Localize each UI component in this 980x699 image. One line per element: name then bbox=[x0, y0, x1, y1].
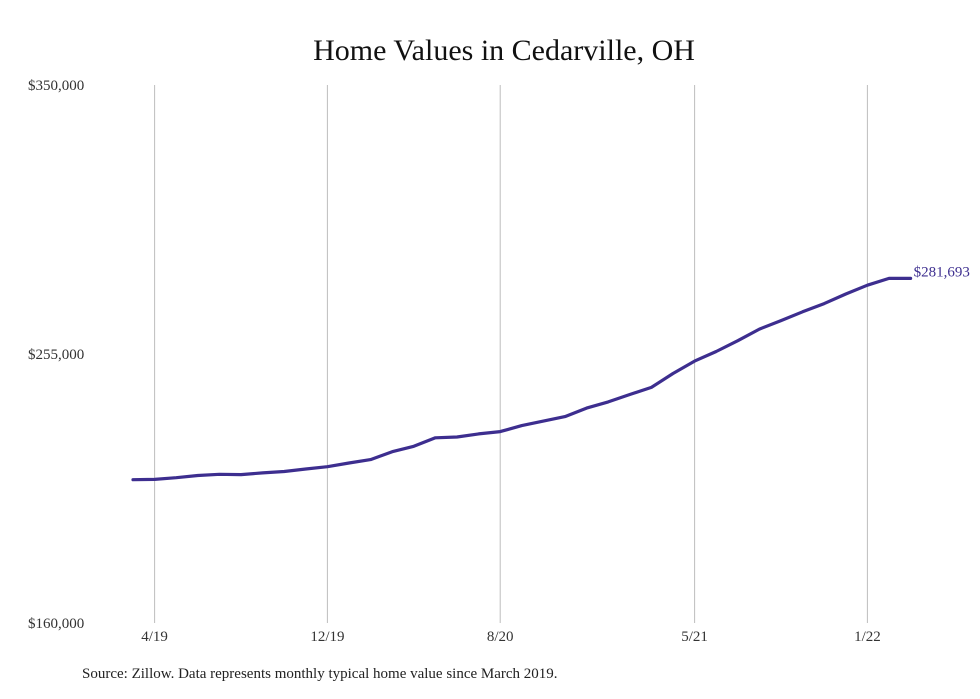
y-tick-label: $160,000 bbox=[28, 616, 84, 632]
y-tick-label: $350,000 bbox=[28, 78, 84, 94]
gridlines bbox=[154, 85, 868, 623]
series-layer bbox=[131, 276, 913, 482]
y-axis-ticks: $350,000 $255,000 $160,000 bbox=[28, 78, 84, 632]
chart-title: Home Values in Cedarville, OH bbox=[313, 34, 695, 67]
end-value-label: $281,693 bbox=[914, 264, 970, 280]
x-tick-label: 4/19 bbox=[141, 629, 168, 645]
x-tick-label: 8/20 bbox=[487, 629, 514, 645]
y-tick-label: $255,000 bbox=[28, 347, 84, 363]
x-axis-ticks: 4/19 12/19 8/20 5/21 1/22 bbox=[141, 629, 880, 645]
x-tick-label: 1/22 bbox=[854, 629, 881, 645]
series-line bbox=[131, 276, 913, 482]
x-tick-label: 12/19 bbox=[310, 629, 344, 645]
source-note: Source: Zillow. Data represents monthly … bbox=[82, 666, 558, 682]
x-tick-label: 5/21 bbox=[681, 629, 708, 645]
